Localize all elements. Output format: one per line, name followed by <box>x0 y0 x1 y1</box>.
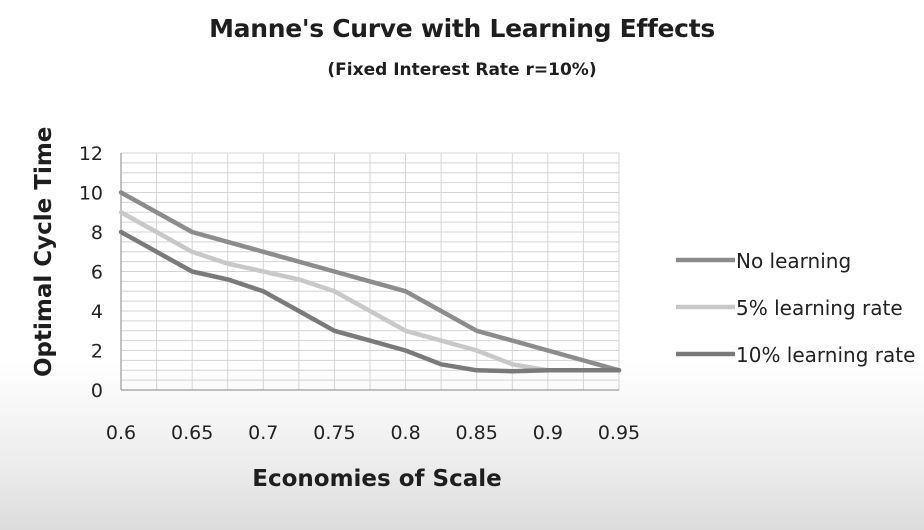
legend-label: 10% learning rate <box>736 343 915 367</box>
series-line-2 <box>118 210 622 373</box>
y-tick-labels: 0 2 4 6 8 10 12 <box>79 143 103 402</box>
series-lines <box>118 190 622 374</box>
legend-label: 5% learning rate <box>736 296 903 320</box>
x-tick-label: 0.7 <box>248 422 278 444</box>
series-line-3 <box>118 229 622 374</box>
x-tick-label: 0.8 <box>390 422 420 444</box>
chart-legend: No learning 5% learning rate 10% learning … <box>676 249 915 367</box>
y-tick-label: 8 <box>91 222 103 244</box>
legend-label: No learning <box>736 249 851 273</box>
x-tick-label: 0.95 <box>598 422 640 444</box>
y-tick-label: 12 <box>79 143 103 165</box>
x-axis-label: Economies of Scale <box>252 466 502 492</box>
y-tick-label: 2 <box>91 341 103 363</box>
chart-title: Manne's Curve with Learning Effects <box>209 14 715 43</box>
y-tick-label: 10 <box>79 183 103 205</box>
y-tick-label: 4 <box>91 301 103 323</box>
y-tick-label: 6 <box>91 262 103 284</box>
y-tick-label: 0 <box>91 380 103 402</box>
x-tick-label: 0.85 <box>456 422 498 444</box>
series-line-1 <box>118 190 622 373</box>
x-tick-label: 0.6 <box>106 422 136 444</box>
x-tick-label: 0.9 <box>533 422 563 444</box>
x-tick-label: 0.75 <box>313 422 355 444</box>
chart-subtitle: (Fixed Interest Rate r=10%) <box>327 60 597 80</box>
plot-grid <box>120 152 620 391</box>
x-tick-labels: 0.6 0.65 0.7 0.75 0.8 0.85 0.9 0.95 <box>106 422 640 444</box>
x-tick-label: 0.65 <box>171 422 213 444</box>
